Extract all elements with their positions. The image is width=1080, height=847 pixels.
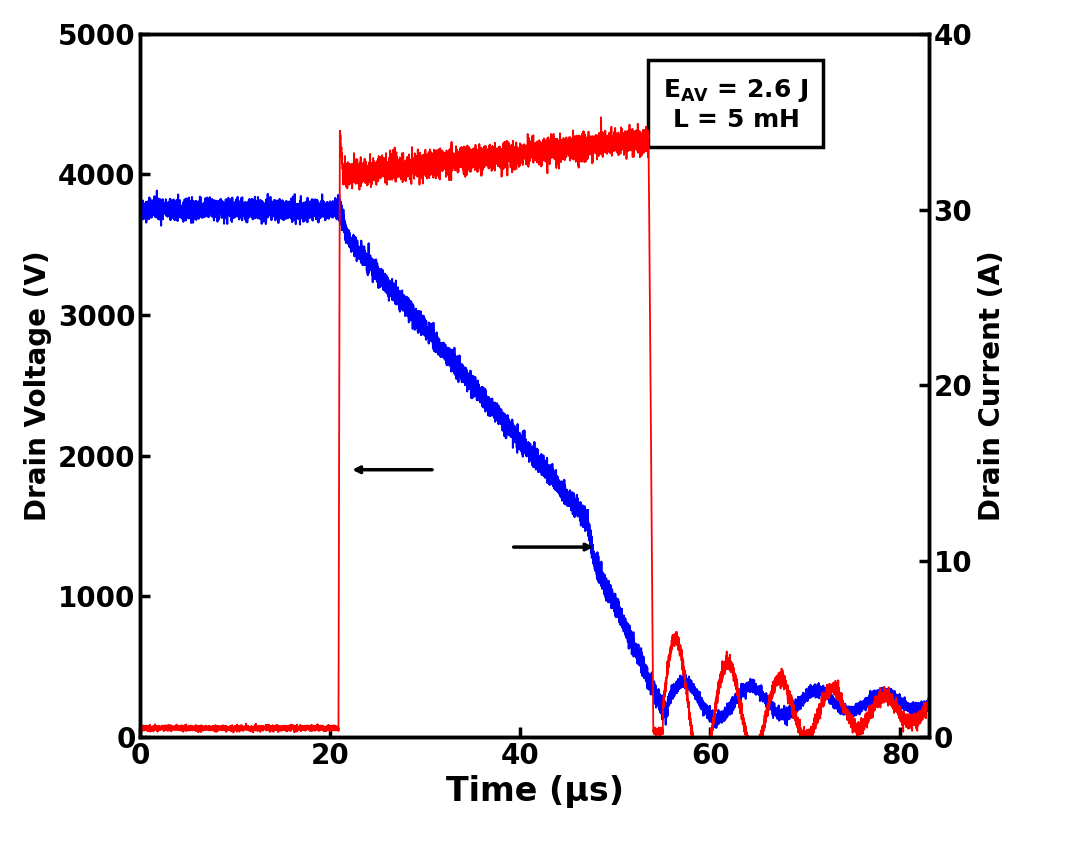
Y-axis label: Drain Current (A): Drain Current (A) (978, 250, 1005, 521)
Y-axis label: Drain Voltage (V): Drain Voltage (V) (25, 250, 52, 521)
Text: $\mathbf{E_{AV}}$ = 2.6 J
$\mathbf{L}$ = 5 mH: $\mathbf{E_{AV}}$ = 2.6 J $\mathbf{L}$ =… (663, 77, 808, 131)
X-axis label: Time (μs): Time (μs) (446, 775, 623, 808)
